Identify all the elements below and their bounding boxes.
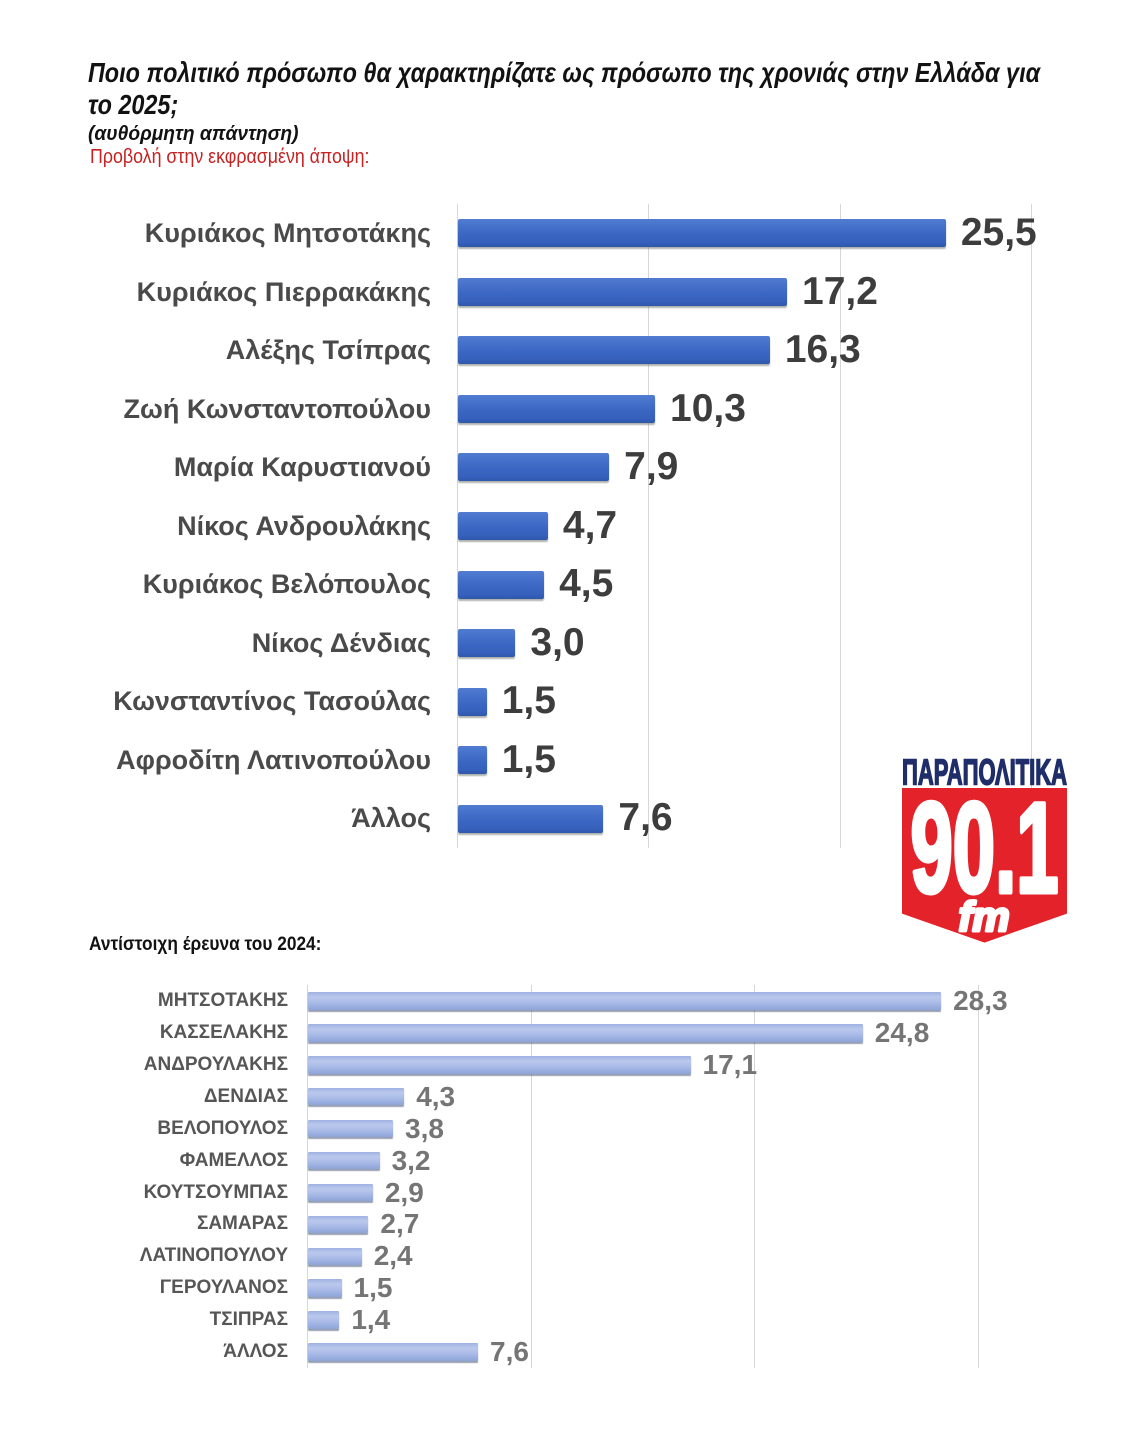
gridline <box>754 985 756 1368</box>
value-label: 1,5 <box>353 1272 393 1304</box>
gridline <box>530 985 532 1368</box>
bar <box>308 1087 405 1106</box>
bar <box>458 804 604 833</box>
value-label: 4,3 <box>416 1080 456 1112</box>
category-label: ΚΟΥΤΣΟΥΜΠΑΣ <box>143 1181 288 1203</box>
bar <box>458 512 548 540</box>
category-label: ΤΣΙΠΡΑΣ <box>209 1309 288 1331</box>
category-label: ΜΗΤΣΟΤΑΚΗΣ <box>157 990 288 1011</box>
bar <box>458 336 770 365</box>
page-title-line2: το 2025; <box>88 89 179 121</box>
category-label: Αφροδίτη Λατινοπούλου <box>116 744 431 775</box>
bar <box>308 1215 369 1234</box>
value-label: 10,3 <box>670 386 746 430</box>
value-label: 17,1 <box>702 1048 758 1080</box>
bar <box>458 746 487 775</box>
gridline <box>839 204 841 848</box>
bar <box>458 453 610 482</box>
bar <box>308 992 942 1010</box>
value-label: 3,0 <box>530 620 585 664</box>
logo-shield-shape <box>902 788 1067 943</box>
bar <box>308 1279 342 1297</box>
bar <box>308 1119 393 1138</box>
value-label: 1,5 <box>501 737 556 781</box>
category-label: ΆΛΛΟΣ <box>223 1341 288 1363</box>
logo-brand-text: ΠΑΡΑΠΟΛΙΤΙΚΑ <box>902 753 1067 792</box>
value-label: 7,6 <box>490 1336 529 1368</box>
gridline <box>978 985 980 1368</box>
value-label: 17,2 <box>802 269 878 313</box>
value-label: 3,2 <box>391 1144 431 1176</box>
category-label: ΑΝΔΡΟΥΛΑΚΗΣ <box>143 1053 288 1075</box>
category-label: Ζωή Κωνσταντοπούλου <box>123 393 431 424</box>
bar <box>308 1247 362 1266</box>
gridline <box>457 204 458 848</box>
value-label: 3,8 <box>405 1112 444 1144</box>
gridline <box>1030 204 1032 848</box>
bar <box>308 1183 373 1202</box>
category-label: Κυριάκος Μητσοτάκης <box>144 218 431 248</box>
value-label: 25,5 <box>960 211 1037 254</box>
value-label: 2,7 <box>380 1208 420 1240</box>
chart-2025: Κυριάκος Μητσοτάκης 25,5 Κυριάκος Πιερρακά… <box>0 204 1130 848</box>
value-label: 4,5 <box>559 562 614 606</box>
value-label: 4,7 <box>562 503 618 547</box>
bar <box>458 629 516 658</box>
logo-fm-text: fm <box>958 893 1009 940</box>
bar <box>458 277 788 306</box>
category-label: ΛΑΤΙΝΟΠΟΥΛΟΥ <box>139 1245 288 1267</box>
value-label: 16,3 <box>784 328 861 372</box>
value-label: 24,8 <box>874 1016 930 1048</box>
category-label: Αλέξης Τσίπρας <box>225 335 431 366</box>
bar <box>308 1151 380 1170</box>
category-label: ΔΕΝΔΙΑΣ <box>203 1085 288 1107</box>
page-title-line1: Ποιο πολιτικό πρόσωπο θα χαρακτηρίζατε ω… <box>88 57 1041 88</box>
logo-frequency-text: 90.1 <box>911 777 1059 920</box>
category-label: Μαρία Καρυστιανού <box>173 452 431 483</box>
bar <box>308 1311 340 1329</box>
category-label: ΒΕΛΟΠΟΥΛΟΣ <box>157 1117 288 1139</box>
value-label: 1,5 <box>501 679 556 723</box>
category-label: Κυριάκος Πιερρακάκης <box>136 276 431 307</box>
page-title: Ποιο πολιτικό πρόσωπο θα χαρακτηρίζατε ω… <box>88 57 1040 122</box>
category-label: Νίκος Δένδιας <box>251 627 431 658</box>
parapolitika-901fm-logo: ΠΑΡΑΠΟΛΙΤΙΚΑ 90.1 fm <box>902 753 1067 943</box>
category-label: ΦΑΜΕΛΛΟΣ <box>179 1149 288 1171</box>
bar <box>308 1056 691 1074</box>
value-label: 1,4 <box>351 1304 391 1336</box>
value-label: 7,9 <box>624 445 679 489</box>
category-label: Κωνσταντίνος Τασούλας <box>113 686 431 717</box>
value-label: 7,6 <box>618 796 673 840</box>
bar <box>308 1343 478 1361</box>
bar <box>458 570 545 599</box>
category-label: Κυριάκος Βελόπουλος <box>142 569 431 600</box>
chart-2024: ΜΗΤΣΟΤΑΚΗΣ 28,3 ΚΑΣΣΕΛΑΚΗΣ 24,8 ΑΝΔΡΟΥΛΑΚΗΣ 1… <box>0 985 1130 1368</box>
category-label: Νίκος Ανδρουλάκης <box>177 510 431 541</box>
bar <box>458 219 946 248</box>
category-label: ΣΑΜΑΡΑΣ <box>196 1213 288 1235</box>
category-label: ΚΑΣΣΕΛΑΚΗΣ <box>159 1021 288 1043</box>
projection-note: Προβολή στην εκφρασμένη άποψη: <box>90 146 370 168</box>
category-label: ΓΕΡΟΥΛΑΝΟΣ <box>159 1277 288 1299</box>
value-label: 28,3 <box>953 985 1008 1016</box>
section-2024-heading: Αντίστοιχη έρευνα του 2024: <box>89 934 322 955</box>
value-label: 2,4 <box>373 1240 413 1272</box>
bar <box>458 687 487 716</box>
gridline <box>648 204 650 848</box>
category-label: Άλλος <box>351 803 431 834</box>
subtitle: (αυθόρμητη απάντηση) <box>88 123 299 145</box>
bar <box>308 1024 863 1042</box>
bar <box>458 394 656 423</box>
gridline <box>307 985 308 1368</box>
value-label: 2,9 <box>384 1176 424 1208</box>
